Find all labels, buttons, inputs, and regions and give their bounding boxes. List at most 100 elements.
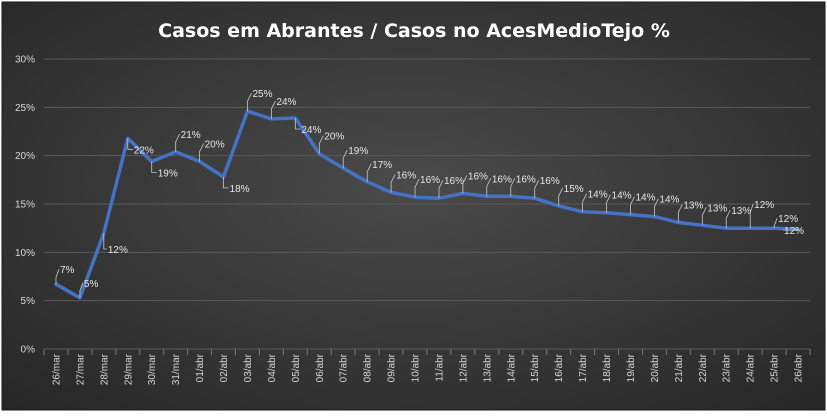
series-line <box>54 109 800 300</box>
label-leader-line <box>677 204 683 223</box>
x-tick-label: 25/abr <box>770 353 781 382</box>
label-leader-line <box>223 176 229 189</box>
data-label: 19% <box>158 168 178 179</box>
y-tick-label: 30% <box>15 55 35 66</box>
series-line-path <box>54 109 800 300</box>
y-tick-label: 5% <box>21 296 36 307</box>
x-tick-label: 02/abr <box>219 353 230 382</box>
data-label: 22% <box>134 145 154 156</box>
data-label: 20% <box>324 132 344 143</box>
gridlines <box>44 58 810 350</box>
x-tick-label: 08/abr <box>363 353 374 382</box>
x-tick-label: 09/abr <box>387 353 398 382</box>
data-label: 16% <box>444 176 464 187</box>
x-tick-label: 11/abr <box>434 353 445 381</box>
data-label: 12% <box>108 245 128 256</box>
label-leader-line <box>127 138 133 150</box>
label-leader-line <box>199 143 204 162</box>
y-tick-label: 25% <box>15 103 35 114</box>
data-labels: 7%5%12%22%19%21%20%18%25%24%24%20%19%17%… <box>55 89 804 298</box>
label-leader-line <box>438 180 444 199</box>
x-tick-label: 15/abr <box>530 353 541 382</box>
label-leader-line <box>558 187 564 206</box>
x-tick-label: 14/abr <box>506 353 517 382</box>
x-tick-label: 23/abr <box>722 353 733 382</box>
x-tick-label: 16/abr <box>554 353 565 382</box>
label-leader-line <box>318 135 324 154</box>
label-leader-line <box>79 282 84 298</box>
x-tick-label: 04/abr <box>267 353 278 382</box>
data-label: 24% <box>276 97 296 108</box>
label-leader-line <box>175 133 181 152</box>
y-axis-ticks: 0% 5% 10% 15% 20% 25% 30% <box>15 55 35 356</box>
label-leader-line <box>582 193 587 212</box>
label-leader-line <box>486 178 492 197</box>
x-tick-label: 13/abr <box>482 353 493 382</box>
label-leader-line <box>701 207 707 226</box>
data-label: 12% <box>778 214 798 225</box>
data-label: 7% <box>60 265 75 276</box>
x-tick-label: 01/abr <box>195 353 206 382</box>
data-label: 16% <box>540 176 560 187</box>
data-label: 24% <box>301 125 321 136</box>
data-label: 14% <box>588 190 608 201</box>
x-tick-label: 18/abr <box>602 353 613 382</box>
x-tick-label: 03/abr <box>243 353 254 382</box>
label-leader-line <box>151 161 157 173</box>
data-label: 20% <box>205 139 225 150</box>
label-leader-line <box>510 178 516 197</box>
x-tick-label: 26/mar <box>51 353 62 385</box>
y-tick-label: 15% <box>15 200 35 211</box>
x-tick-label: 30/mar <box>147 353 158 385</box>
label-leader-line <box>271 100 276 119</box>
x-tick-label: 10/abr <box>411 353 422 382</box>
x-tick-label: 05/abr <box>291 353 302 382</box>
x-tick-label: 17/abr <box>578 353 589 382</box>
data-label: 12% <box>754 200 774 211</box>
label-leader-line <box>630 196 635 215</box>
data-label: 12% <box>784 226 804 237</box>
x-tick-label: 19/abr <box>626 353 637 382</box>
data-label: 15% <box>564 184 584 195</box>
y-tick-label: 10% <box>15 248 35 259</box>
y-tick-label: 0% <box>21 345 36 356</box>
x-tick-label: 20/abr <box>650 353 661 382</box>
label-leader-line <box>414 179 420 198</box>
data-label: 5% <box>84 279 99 290</box>
x-tick-label: 31/mar <box>171 353 182 385</box>
label-leader-line <box>462 175 468 194</box>
data-label: 25% <box>252 89 272 100</box>
data-label: 17% <box>372 160 392 171</box>
data-label: 13% <box>707 203 727 214</box>
label-leader-line <box>725 210 731 229</box>
label-leader-line <box>342 150 348 169</box>
data-label: 21% <box>181 130 201 141</box>
data-label: 13% <box>731 206 751 217</box>
data-label: 14% <box>635 193 655 204</box>
label-leader-line <box>390 174 396 193</box>
x-tick-label: 28/mar <box>99 353 110 385</box>
y-tick-label: 20% <box>15 151 35 162</box>
chart-title: Casos em Abrantes / Casos no AcesMedioTe… <box>158 20 670 42</box>
data-label: 19% <box>348 146 368 157</box>
data-label: 16% <box>492 174 512 185</box>
x-tick-label: 27/mar <box>75 353 86 385</box>
x-axis-ticks: 26/mar 27/mar 28/mar 29/mar 30/mar 31/mar 01/a… <box>43 349 811 385</box>
x-tick-label: 12/abr <box>458 353 469 382</box>
label-leader-line <box>55 269 60 285</box>
data-label: 14% <box>659 195 679 206</box>
label-leader-line <box>654 198 659 217</box>
x-tick-label: 21/abr <box>674 353 685 382</box>
data-label: 18% <box>230 184 250 195</box>
data-label: 16% <box>468 171 488 182</box>
x-tick-label: 07/abr <box>339 353 350 382</box>
x-tick-label: 06/abr <box>315 353 326 382</box>
data-label: 16% <box>396 170 416 181</box>
x-tick-label: 26/abr <box>794 353 805 382</box>
label-leader-line <box>749 204 754 229</box>
x-tick-label: 22/abr <box>698 353 709 382</box>
data-label: 13% <box>683 200 703 211</box>
